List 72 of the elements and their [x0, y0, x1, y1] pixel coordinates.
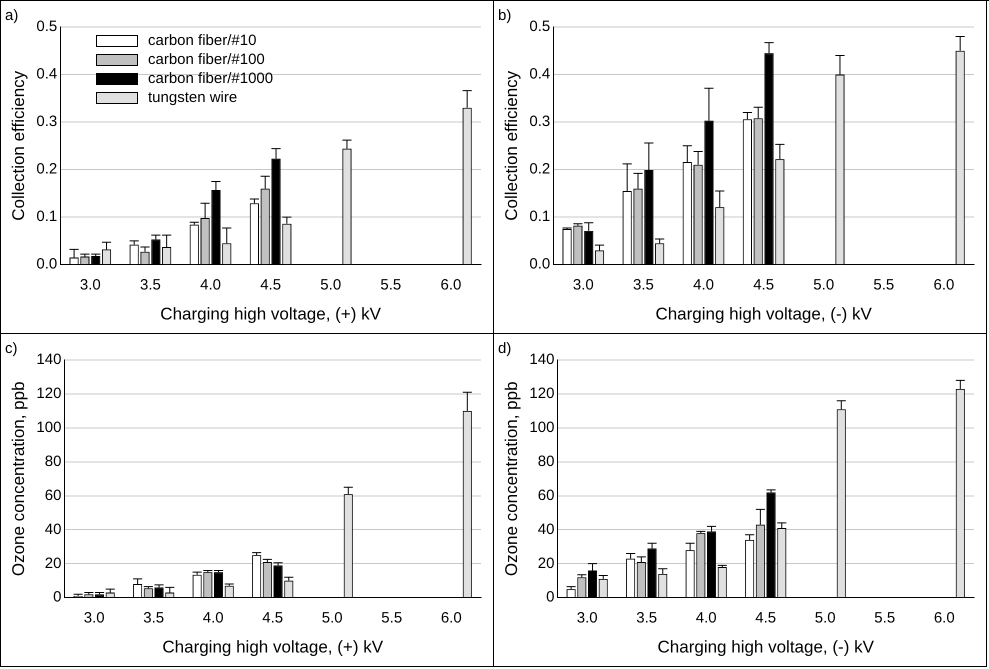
- x-tick-label: 5.0: [322, 610, 343, 627]
- y-tick-label: 0.5: [36, 18, 58, 36]
- x-tick-label: 6.0: [440, 610, 462, 627]
- x-axis-title: Charging high voltage, (+) kV: [162, 637, 384, 656]
- y-tick-label: 20: [538, 554, 554, 572]
- chart-title: c): [5, 340, 18, 358]
- y-tick-label: 0.3: [36, 113, 58, 130]
- x-tick-label: 5.0: [320, 276, 342, 294]
- x-tick-label: 6.0: [934, 610, 955, 627]
- y-tick-label: 100: [529, 419, 554, 436]
- y-tick-label: 20: [44, 554, 62, 572]
- x-tick-label: 6.0: [440, 276, 462, 294]
- x-tick-label: 4.5: [753, 276, 774, 294]
- x-tick-label: 4.5: [262, 610, 284, 627]
- legend-label: carbon fiber/#100: [148, 50, 265, 69]
- chart-title: d): [498, 340, 512, 358]
- x-tick-label: 3.5: [636, 610, 658, 627]
- x-tick-label: 5.5: [873, 276, 894, 294]
- x-tick-label: 5.0: [813, 276, 834, 294]
- y-tick-label: 0.2: [36, 160, 58, 178]
- x-tick-label: 4.0: [693, 276, 714, 294]
- x-tick-label: 6.0: [934, 276, 954, 294]
- x-axis-title: Charging high voltage, (+) kV: [160, 304, 382, 324]
- y-tick-label: 0.1: [36, 208, 58, 226]
- x-tick-label: 5.5: [380, 276, 402, 294]
- y-tick-label: 80: [538, 452, 554, 470]
- x-tick-label: 4.0: [202, 610, 224, 627]
- chart-title: a): [5, 7, 18, 24]
- legend-label: tungsten wire: [148, 88, 238, 107]
- y-tick-label: 0: [546, 588, 554, 606]
- y-axis-title: Collection efficiency: [8, 70, 28, 221]
- y-tick-label: 120: [36, 385, 62, 402]
- y-axis-title: Collection efficiency: [502, 70, 521, 221]
- legend-label: carbon fiber/#1000: [148, 69, 274, 88]
- legend-label: carbon fiber/#10: [148, 31, 256, 50]
- x-tick-label: 3.5: [143, 610, 164, 627]
- chart-title: b): [498, 7, 512, 24]
- y-axis-title: Ozone concentration, ppb: [502, 381, 521, 576]
- y-tick-label: 140: [36, 351, 62, 368]
- x-tick-label: 5.5: [381, 610, 402, 627]
- y-tick-label: 100: [36, 419, 62, 436]
- y-tick-label: 0.4: [36, 66, 58, 83]
- y-tick-label: 60: [538, 486, 554, 504]
- x-axis-title: Charging high voltage, (-) kV: [655, 304, 872, 324]
- x-tick-label: 3.0: [576, 610, 598, 627]
- x-tick-label: 3.0: [84, 610, 105, 627]
- y-tick-label: 80: [44, 452, 62, 470]
- x-tick-label: 5.5: [874, 610, 896, 627]
- y-tick-label: 0.1: [529, 208, 550, 226]
- y-tick-label: 0.0: [529, 256, 550, 273]
- y-tick-label: 0.5: [529, 18, 550, 36]
- y-axis-title: Ozone concentration, ppb: [8, 381, 28, 576]
- y-tick-label: 0: [53, 588, 62, 606]
- x-tick-label: 3.0: [572, 276, 594, 294]
- y-tick-label: 40: [538, 520, 554, 538]
- x-tick-label: 5.0: [814, 610, 836, 627]
- x-tick-label: 3.5: [632, 276, 654, 294]
- x-tick-label: 4.5: [260, 276, 282, 294]
- y-tick-label: 0.3: [529, 113, 550, 130]
- x-tick-label: 3.0: [80, 276, 101, 294]
- x-tick-label: 4.5: [755, 610, 776, 627]
- y-tick-label: 120: [529, 385, 554, 402]
- y-tick-label: 0.2: [529, 160, 550, 178]
- y-tick-label: 40: [44, 520, 62, 538]
- x-axis-title: Charging high voltage, (-) kV: [658, 637, 875, 656]
- y-tick-label: 60: [44, 486, 62, 504]
- y-tick-label: 0.0: [36, 256, 58, 273]
- x-tick-label: 4.0: [696, 610, 717, 627]
- y-tick-label: 0.4: [529, 66, 550, 83]
- x-tick-label: 4.0: [200, 276, 221, 294]
- y-tick-label: 140: [529, 351, 554, 368]
- x-tick-label: 3.5: [140, 276, 161, 294]
